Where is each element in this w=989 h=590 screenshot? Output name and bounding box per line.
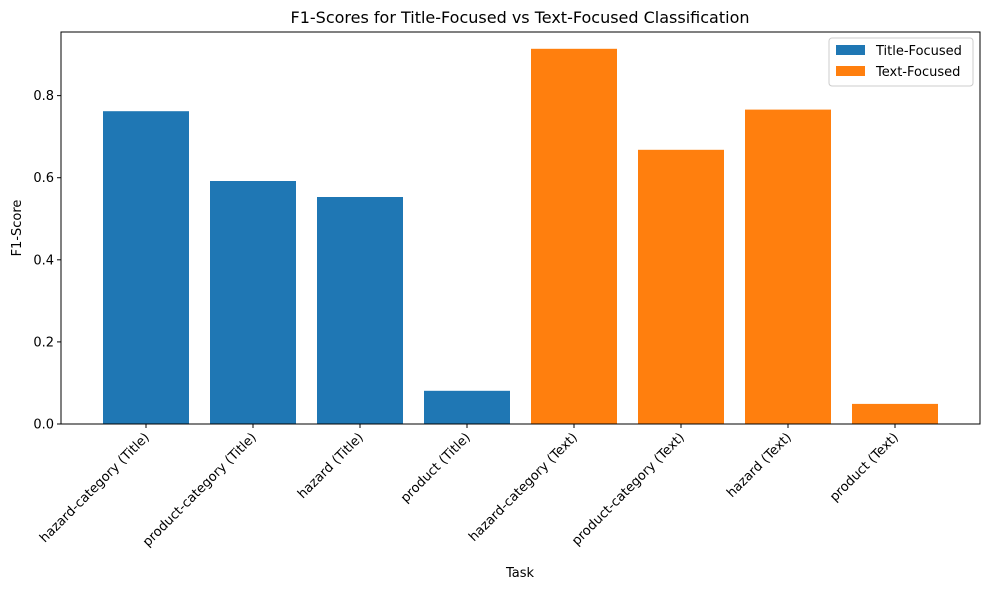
x-tick-label: product (Text) bbox=[827, 430, 902, 505]
bar-title-1 bbox=[210, 181, 296, 424]
legend-label: Text-Focused bbox=[875, 65, 960, 80]
x-tick-label: product (Title) bbox=[398, 430, 474, 506]
y-tick-label: 0.2 bbox=[33, 335, 54, 350]
y-tick-label: 0.8 bbox=[33, 89, 54, 104]
x-tick-label: hazard-category (Text) bbox=[466, 430, 581, 545]
bar-text-7 bbox=[852, 403, 938, 424]
bar-text-4 bbox=[531, 48, 617, 425]
bar-text-5 bbox=[638, 149, 724, 425]
bar-title-2 bbox=[317, 197, 403, 424]
legend-swatch bbox=[836, 66, 865, 76]
bar-title-3 bbox=[424, 390, 510, 424]
x-tick-label: product-category (Title) bbox=[140, 430, 260, 550]
legend-swatch bbox=[836, 45, 865, 55]
y-tick-label: 0.4 bbox=[33, 253, 54, 268]
legend-label: Title-Focused bbox=[875, 44, 962, 59]
y-tick-label: 0.0 bbox=[33, 418, 54, 433]
x-tick-label: product-category (Text) bbox=[569, 430, 688, 549]
y-axis-label: F1-Score bbox=[10, 200, 25, 257]
chart-title: F1-Scores for Title-Focused vs Text-Focu… bbox=[291, 8, 750, 27]
x-tick-label: hazard (Title) bbox=[295, 430, 367, 502]
x-tick-label: hazard (Text) bbox=[724, 430, 795, 501]
plot-frame bbox=[60, 31, 981, 425]
x-axis-label: Task bbox=[505, 566, 535, 581]
y-tick-label: 0.6 bbox=[33, 171, 54, 186]
x-tick-label: hazard-category (Title) bbox=[37, 430, 153, 546]
bar-title-0 bbox=[103, 111, 189, 424]
legend: Title-Focused Text-Focused bbox=[828, 37, 974, 87]
bar-text-6 bbox=[745, 109, 831, 424]
